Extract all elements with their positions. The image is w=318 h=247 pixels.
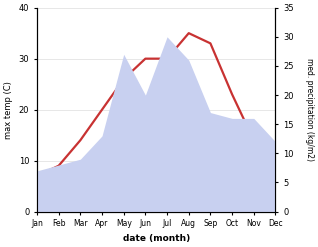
Y-axis label: max temp (C): max temp (C): [4, 81, 13, 139]
X-axis label: date (month): date (month): [123, 234, 190, 243]
Y-axis label: med. precipitation (kg/m2): med. precipitation (kg/m2): [305, 58, 314, 161]
